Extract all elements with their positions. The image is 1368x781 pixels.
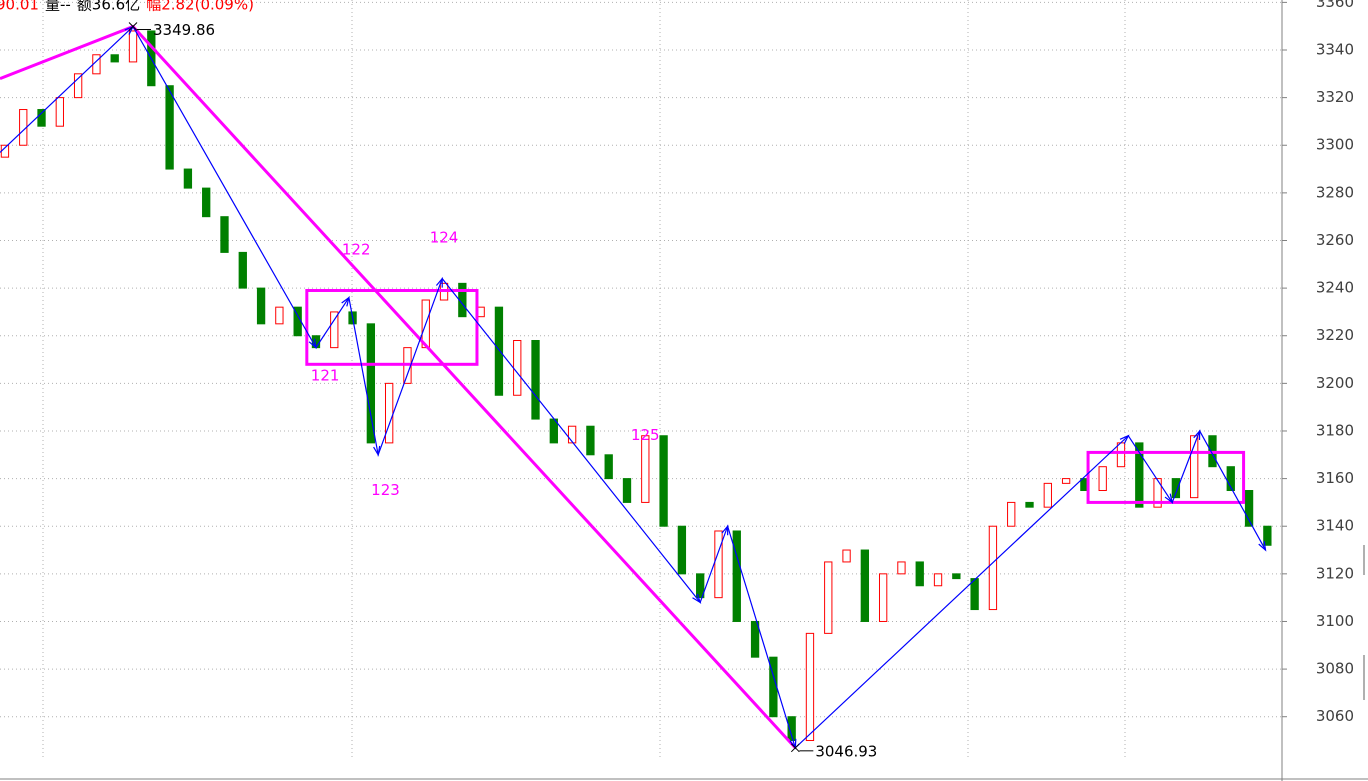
point-label: 3046.93 <box>815 742 877 760</box>
candle-body <box>805 632 815 742</box>
candle-body <box>384 382 394 444</box>
y-tick-label: 3240 <box>1316 279 1354 297</box>
candle-body <box>988 525 998 611</box>
trend-line <box>0 24 797 749</box>
candle-body <box>970 578 979 611</box>
candle-body <box>165 85 174 170</box>
candle-body <box>256 287 266 325</box>
point-label: 3349.86 <box>153 21 215 39</box>
candle-body <box>824 561 833 634</box>
annotation: 121 <box>311 367 340 385</box>
y-tick-label: 3260 <box>1316 231 1354 249</box>
candle-body <box>787 716 796 742</box>
candle-body <box>732 530 741 622</box>
candle-body <box>1244 490 1254 527</box>
candle-body <box>37 109 46 127</box>
candle-body <box>586 425 595 456</box>
header-text: 额36.6亿 <box>77 0 140 14</box>
y-tick-label: 3200 <box>1316 374 1354 392</box>
arrow-head <box>1164 493 1174 504</box>
annotation: 124 <box>430 229 459 247</box>
candle-body <box>366 323 376 444</box>
candle-body <box>531 339 540 420</box>
candle-body <box>1098 466 1107 492</box>
candle-body <box>330 311 339 349</box>
annotation: 125 <box>631 426 660 444</box>
candle-body <box>860 549 870 622</box>
candle-body <box>513 339 522 396</box>
candle-body <box>1190 435 1199 499</box>
arrow-head <box>721 524 729 536</box>
candle-body <box>220 216 229 253</box>
candle-body <box>110 54 119 63</box>
candle-body <box>842 549 851 563</box>
candle-body <box>604 454 613 480</box>
candle-body <box>622 478 632 503</box>
candle-body <box>202 187 211 218</box>
candle-body <box>275 306 284 325</box>
candle-body <box>55 97 64 127</box>
arrow-head <box>341 296 350 307</box>
candle-body <box>952 573 961 580</box>
candle-body <box>1153 478 1162 508</box>
candle-body <box>1116 442 1126 468</box>
candle-body <box>567 425 577 444</box>
annotation: 122 <box>342 241 371 259</box>
arrow-head <box>373 445 381 457</box>
zigzag-line <box>0 25 1267 749</box>
arrow-head <box>692 593 702 604</box>
y-tick-label: 3080 <box>1316 660 1354 678</box>
header-text: 量-- <box>45 0 71 14</box>
candle-body <box>238 251 247 289</box>
header-text: 幅2.82(0.09%) <box>146 0 254 14</box>
arrow-head <box>308 338 317 350</box>
candle-body <box>659 435 668 527</box>
candle-body <box>183 168 193 189</box>
y-tick-label: 3180 <box>1316 421 1354 439</box>
candle-body <box>915 561 924 587</box>
y-tick-label: 3100 <box>1316 612 1354 630</box>
box <box>305 288 479 366</box>
arrow-head <box>1119 434 1130 445</box>
arrow-head <box>1258 541 1267 552</box>
candle-body <box>1043 482 1052 508</box>
candle-body <box>641 435 650 503</box>
header-text: 90.01 <box>0 0 39 14</box>
candle-body <box>878 573 888 622</box>
candle-body <box>1061 478 1071 484</box>
y-tick-label: 3060 <box>1316 707 1354 725</box>
y-tick-label: 3300 <box>1316 136 1354 154</box>
candle-body <box>128 30 138 63</box>
point-marker <box>128 22 138 31</box>
candle-body <box>696 573 705 599</box>
y-tick-label: 3320 <box>1316 88 1354 106</box>
candle-body <box>1171 478 1181 499</box>
candle-body <box>73 73 83 99</box>
candle-body <box>494 306 504 396</box>
box <box>1086 450 1246 504</box>
y-tick-label: 3360 <box>1316 0 1354 11</box>
candle-body <box>1226 466 1235 492</box>
annotation: 123 <box>371 481 400 499</box>
y-tick-label: 3140 <box>1316 517 1354 535</box>
candle-body <box>750 620 760 658</box>
candle-body <box>1263 525 1272 546</box>
candle-body <box>933 573 943 587</box>
arrow-head <box>435 276 443 288</box>
candle-body <box>897 561 906 575</box>
y-tick-label: 3160 <box>1316 469 1354 487</box>
candle-body <box>1135 442 1144 508</box>
candle-body <box>677 525 687 575</box>
y-tick-label: 3120 <box>1316 564 1354 582</box>
candle-body <box>714 530 723 599</box>
y-tick-label: 3220 <box>1316 326 1354 344</box>
point-marker <box>790 743 800 753</box>
y-tick-label: 3340 <box>1316 41 1354 59</box>
candle-body <box>1025 501 1034 508</box>
candle-body <box>1007 501 1016 527</box>
y-tick-label: 3280 <box>1316 183 1354 201</box>
arrow-head <box>1193 429 1201 440</box>
